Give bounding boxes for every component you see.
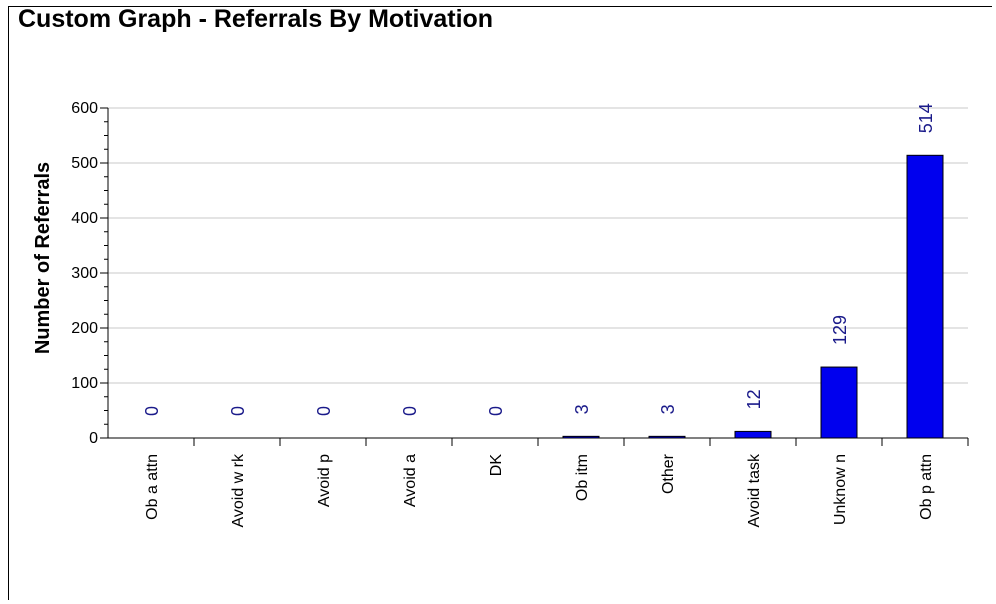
bar-7 <box>734 430 772 439</box>
category-label-8: Unknow n <box>832 454 849 525</box>
category-label-1: Avoid w rk <box>230 453 247 528</box>
category-label-0: Ob a attn <box>144 454 161 520</box>
category-label-9: Ob p attn <box>918 454 935 520</box>
data-label-2: 0 <box>314 406 334 416</box>
category-label-2: Avoid p <box>316 454 333 507</box>
y-axis-title: Number of Referrals <box>32 162 54 354</box>
data-label-4: 0 <box>486 406 506 416</box>
bars <box>562 154 944 439</box>
data-label-5: 3 <box>572 404 592 414</box>
chart-title: Custom Graph - Referrals By Motivation <box>18 5 494 33</box>
y-tick-label-0: 0 <box>89 430 98 447</box>
category-label-3: Avoid a <box>402 454 419 507</box>
data-label-3: 0 <box>400 406 420 416</box>
category-label-5: Ob itm <box>574 454 591 501</box>
data-label-0: 0 <box>142 406 162 416</box>
data-label-1: 0 <box>228 406 248 416</box>
category-label-6: Other <box>660 453 677 494</box>
data-label-9: 514 <box>916 103 936 133</box>
category-label-4: DK <box>488 454 505 477</box>
bar-9 <box>906 154 944 439</box>
y-tick-label-500: 500 <box>71 155 98 172</box>
y-tick-label-200: 200 <box>71 320 98 337</box>
y-tick-label-400: 400 <box>71 210 98 227</box>
y-tick-label-600: 600 <box>71 100 98 117</box>
y-tick-label-300: 300 <box>71 265 98 282</box>
category-label-7: Avoid task <box>746 453 763 528</box>
data-label-7: 12 <box>744 389 764 409</box>
data-label-6: 3 <box>658 404 678 414</box>
chart-frame <box>8 6 992 600</box>
data-label-8: 129 <box>830 315 850 345</box>
axes <box>100 107 969 446</box>
y-tick-label-100: 100 <box>71 375 98 392</box>
bar-8 <box>820 366 858 439</box>
